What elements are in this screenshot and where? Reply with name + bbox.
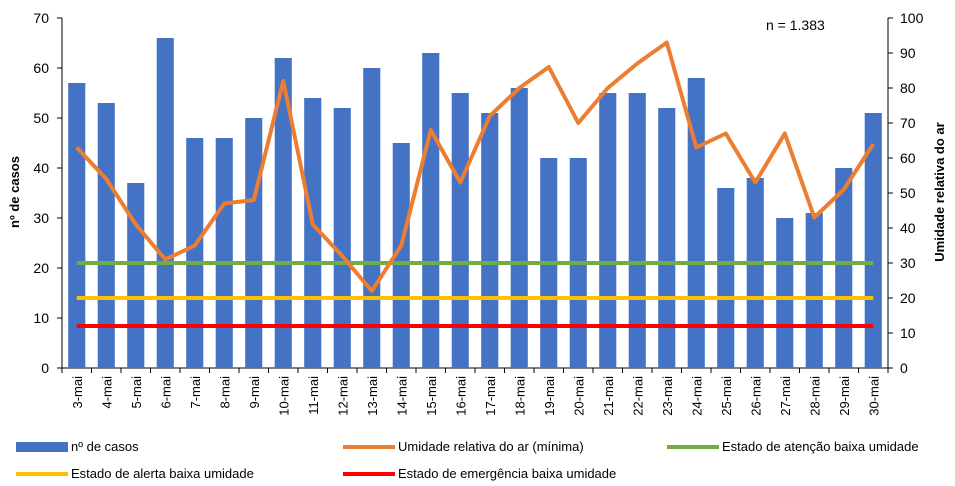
y-tick-label: 50	[33, 110, 49, 126]
bar	[776, 218, 794, 368]
y2-tick-label: 0	[900, 360, 908, 376]
humidity-line	[75, 40, 875, 293]
legend-label: Estado de alerta baixa umidade	[71, 466, 254, 481]
bar	[127, 183, 145, 368]
x-tick-label: 27-mai	[778, 376, 793, 416]
y-tick-label: 60	[33, 60, 49, 76]
legend-label: nº de casos	[71, 439, 139, 454]
legend-item: Estado de atenção baixa umidade	[667, 439, 919, 454]
x-tick-label: 7-mai	[188, 376, 203, 409]
x-tick-label: 11-mai	[306, 376, 321, 415]
y-tick-label: 20	[33, 260, 49, 276]
y2-axis-label: Umidade relativa do ar	[932, 122, 947, 261]
bar	[245, 118, 263, 368]
legend-item: nº de casos	[16, 439, 139, 454]
y-tick-label: 70	[33, 10, 49, 26]
bar	[97, 103, 115, 368]
bar	[835, 168, 853, 368]
legend-label: Estado de emergência baixa umidade	[398, 466, 616, 481]
y2-tick-label: 50	[900, 185, 916, 201]
x-tick-label: 19-mai	[542, 376, 557, 416]
x-tick-label: 10-mai	[276, 376, 291, 416]
y2-tick-label: 80	[900, 80, 916, 96]
y-tick-label: 30	[33, 210, 49, 226]
x-tick-label: 6-mai	[158, 376, 173, 409]
x-tick-label: 9-mai	[247, 376, 262, 409]
sample-size-annotation: n = 1.383	[766, 17, 825, 33]
x-tick-label: 23-mai	[660, 376, 675, 416]
bars-series	[68, 38, 882, 368]
y-axis-label: nº de casos	[7, 156, 22, 228]
bar	[392, 143, 410, 368]
x-tick-label: 13-mai	[365, 376, 380, 416]
x-tick-label: 26-mai	[748, 376, 763, 416]
y2-tick-label: 60	[900, 150, 916, 166]
x-tick-label: 8-mai	[217, 376, 232, 409]
bar	[805, 213, 823, 368]
bar	[481, 113, 499, 368]
bar	[156, 38, 174, 368]
y2-tick-label: 20	[900, 290, 916, 306]
bar	[658, 108, 676, 368]
x-tick-label: 21-mai	[601, 376, 616, 416]
x-tick-label: 22-mai	[630, 376, 645, 416]
y-tick-label: 40	[33, 160, 49, 176]
y-tick-label: 0	[41, 360, 49, 376]
y2-tick-label: 30	[900, 255, 916, 271]
x-tick-label: 3-mai	[70, 376, 85, 409]
legend-label: Estado de atenção baixa umidade	[722, 439, 919, 454]
humidity-line-series	[75, 40, 875, 293]
y2-tick-label: 70	[900, 115, 916, 131]
x-tick-label: 30-mai	[866, 376, 881, 416]
bar	[215, 138, 233, 368]
x-tick-label: 12-mai	[335, 376, 350, 416]
y2-tick-label: 10	[900, 325, 916, 341]
x-tick-label: 15-mai	[424, 376, 439, 416]
bar	[717, 188, 735, 368]
threshold-lines	[76, 261, 874, 328]
x-tick-label: 16-mai	[453, 376, 468, 416]
legend-item: Umidade relativa do ar (mínima)	[343, 439, 584, 454]
bar	[274, 58, 292, 368]
x-tick-label: 29-mai	[837, 376, 852, 416]
axes: 0 10 20 30 40 50 60 70 0 10 20 30 40 50 60 70 80 90 100 3-m…	[33, 10, 923, 416]
x-tick-label: 5-mai	[129, 376, 144, 409]
legend-swatch	[16, 442, 68, 452]
bar	[687, 78, 705, 368]
y2-tick-label: 90	[900, 45, 916, 61]
x-tick-label: 25-mai	[719, 376, 734, 416]
legend-label: Umidade relativa do ar (mínima)	[398, 439, 584, 454]
x-tick-label: 28-mai	[807, 376, 822, 416]
x-tick-label: 4-mai	[99, 376, 114, 409]
x-tick-label: 17-mai	[483, 376, 498, 416]
x-tick-label: 20-mai	[571, 376, 586, 416]
x-tick-label: 24-mai	[689, 376, 704, 416]
bar	[864, 113, 882, 368]
y2-tick-label: 40	[900, 220, 916, 236]
bar	[186, 138, 204, 368]
y-tick-label: 10	[33, 310, 49, 326]
x-tick-label: 14-mai	[394, 376, 409, 416]
bar	[363, 68, 381, 368]
legend: nº de casos Umidade relativa do ar (mínim…	[16, 439, 919, 481]
x-tick-label: 18-mai	[512, 376, 527, 416]
y2-tick-label: 100	[900, 10, 924, 26]
bar	[333, 108, 351, 368]
bar	[422, 53, 440, 368]
legend-item: Estado de emergência baixa umidade	[343, 466, 616, 481]
legend-item: Estado de alerta baixa umidade	[16, 466, 254, 481]
bar	[304, 98, 322, 368]
bar	[746, 178, 764, 368]
